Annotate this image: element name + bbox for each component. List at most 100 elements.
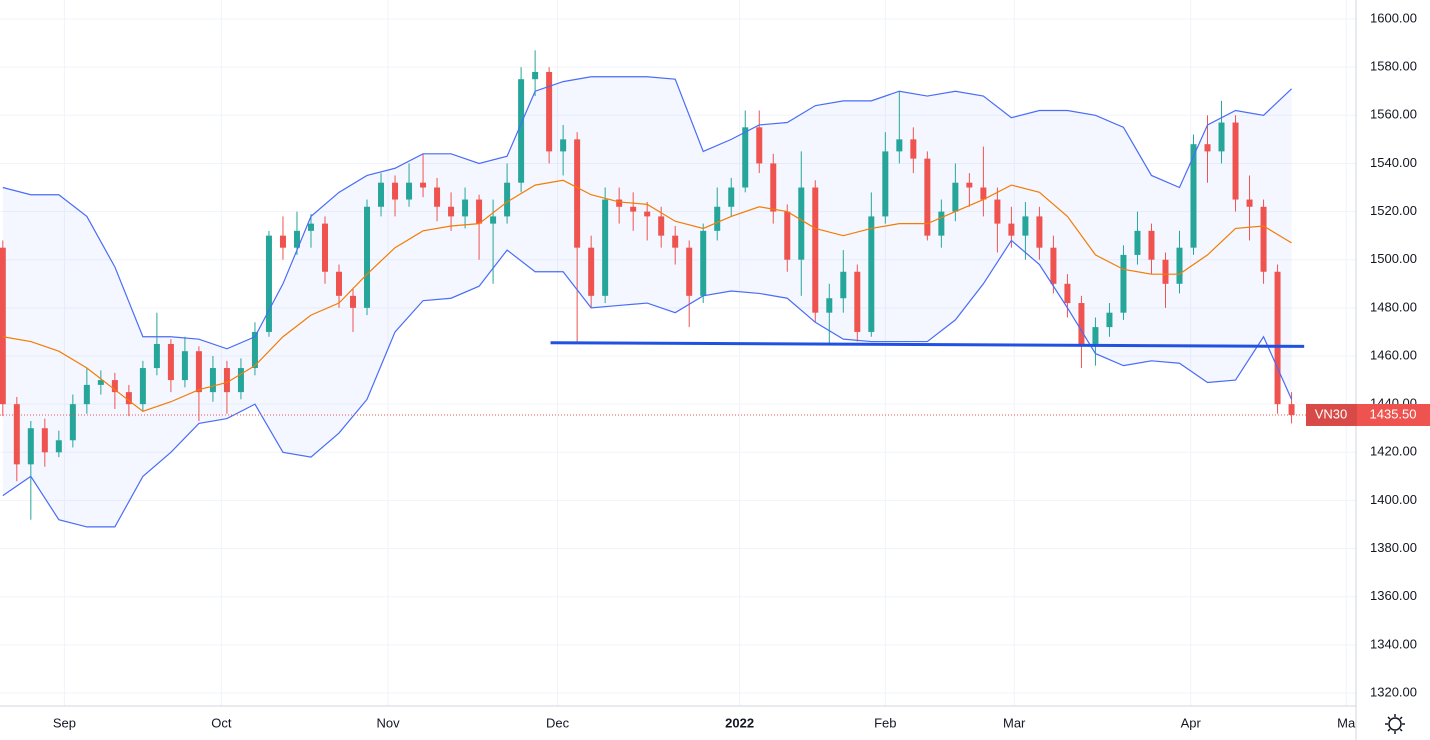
candle-body bbox=[784, 211, 791, 260]
candle-body bbox=[1008, 223, 1015, 236]
candle-body bbox=[910, 139, 917, 159]
candle-body bbox=[1148, 230, 1155, 260]
y-tick-label: 1320.00 bbox=[1370, 684, 1417, 699]
band-middle bbox=[2, 179, 1292, 413]
candle-body bbox=[588, 247, 595, 296]
candle-body bbox=[1078, 303, 1085, 344]
candle-body bbox=[27, 428, 34, 465]
settings-icon[interactable] bbox=[1385, 714, 1405, 734]
candle-body bbox=[574, 139, 581, 248]
y-tick-label: 1540.00 bbox=[1370, 155, 1417, 170]
candle-body bbox=[69, 404, 76, 441]
candle-body bbox=[840, 271, 847, 299]
candle-body bbox=[307, 223, 314, 231]
candle-body bbox=[378, 182, 385, 207]
candle-body bbox=[0, 247, 6, 405]
candle-body bbox=[1162, 259, 1169, 284]
candle-body bbox=[602, 199, 609, 296]
candle-body bbox=[406, 182, 413, 200]
candle-body bbox=[490, 216, 497, 224]
grid bbox=[0, 0, 1356, 706]
candle-body bbox=[742, 127, 749, 188]
candle-body bbox=[1050, 247, 1057, 284]
candle-body bbox=[1274, 271, 1281, 405]
candle-body bbox=[686, 247, 693, 296]
candle-body bbox=[420, 182, 427, 188]
y-tick-label: 1480.00 bbox=[1370, 299, 1417, 314]
y-tick-label: 1560.00 bbox=[1370, 107, 1417, 122]
x-tick-label: Nov bbox=[376, 715, 400, 730]
candle-body bbox=[1092, 327, 1099, 344]
symbol-tag bbox=[1306, 403, 1357, 426]
y-tick-label: 1460.00 bbox=[1370, 347, 1417, 362]
y-tick-label: 1420.00 bbox=[1370, 444, 1417, 459]
candle-body bbox=[770, 163, 777, 212]
trend-line bbox=[550, 341, 1305, 348]
candle-body bbox=[279, 235, 286, 248]
y-tick-label: 1500.00 bbox=[1370, 251, 1417, 266]
overlay-layer: 1320.00 1340.00 1360.00 1380.00 1400.00 1420.… bbox=[53, 10, 1430, 730]
candle-body bbox=[868, 216, 875, 332]
x-tick-label: Ma bbox=[1337, 715, 1356, 730]
x-tick-label: Mar bbox=[1003, 715, 1026, 730]
candle-body bbox=[293, 230, 300, 248]
candle-body bbox=[756, 127, 763, 164]
candle-body bbox=[504, 182, 511, 217]
candle-body bbox=[938, 211, 945, 236]
candle-body bbox=[1176, 247, 1183, 284]
candle-body bbox=[1022, 216, 1029, 236]
candle-body bbox=[237, 368, 244, 393]
y-tick-label: 1520.00 bbox=[1370, 203, 1417, 218]
candle-body bbox=[924, 158, 931, 236]
candle-body bbox=[1064, 283, 1071, 304]
candle-body bbox=[223, 368, 230, 393]
x-tick-label: 2022 bbox=[725, 715, 754, 730]
candle-body bbox=[83, 384, 90, 405]
band-upper bbox=[2, 76, 1292, 350]
x-tick-label: Oct bbox=[211, 715, 232, 730]
candle-body bbox=[350, 295, 357, 308]
candle-body bbox=[826, 298, 833, 313]
candle-body bbox=[952, 182, 959, 212]
candle-body bbox=[434, 187, 441, 207]
candle-body bbox=[518, 79, 525, 183]
band-fill bbox=[2, 76, 1292, 527]
candle-body bbox=[13, 404, 20, 465]
candle-body bbox=[1204, 144, 1211, 152]
y-tick-label: 1360.00 bbox=[1370, 588, 1417, 603]
x-tick-label: Sep bbox=[53, 715, 76, 730]
y-tick-label: 1380.00 bbox=[1370, 540, 1417, 555]
candle-body bbox=[209, 368, 216, 393]
y-tick-label: 1400.00 bbox=[1370, 492, 1417, 507]
candle-body bbox=[1190, 144, 1197, 248]
candle-body bbox=[616, 199, 623, 207]
candle-body bbox=[560, 139, 567, 152]
candle-body bbox=[336, 271, 342, 296]
x-tick-label: Dec bbox=[546, 715, 570, 730]
symbol-label: VN30 bbox=[1315, 406, 1348, 421]
candle-body bbox=[1218, 122, 1225, 152]
candle-body bbox=[1288, 404, 1295, 415]
y-tick-label: 1580.00 bbox=[1370, 59, 1417, 74]
candle-body bbox=[658, 216, 665, 236]
candle-body bbox=[546, 71, 553, 152]
candle-body bbox=[41, 428, 48, 453]
candle-body bbox=[630, 206, 637, 212]
candle-body bbox=[966, 182, 973, 188]
candle-body bbox=[532, 71, 539, 80]
candle-body bbox=[195, 351, 202, 393]
price-tag bbox=[1357, 403, 1430, 426]
candle-body bbox=[644, 211, 651, 217]
x-tick-label: Apr bbox=[1181, 715, 1202, 730]
candle-body bbox=[994, 199, 1001, 224]
candle-body bbox=[111, 380, 118, 393]
candle-body bbox=[714, 206, 721, 231]
candle-body bbox=[1246, 199, 1253, 207]
price-label: 1435.50 bbox=[1370, 406, 1417, 421]
candle-body bbox=[1106, 312, 1113, 328]
candle-body bbox=[476, 199, 483, 224]
candle-body bbox=[854, 271, 861, 332]
y-tick-label: 1340.00 bbox=[1370, 636, 1417, 651]
candle-body bbox=[97, 380, 104, 385]
candle-body bbox=[798, 187, 805, 260]
